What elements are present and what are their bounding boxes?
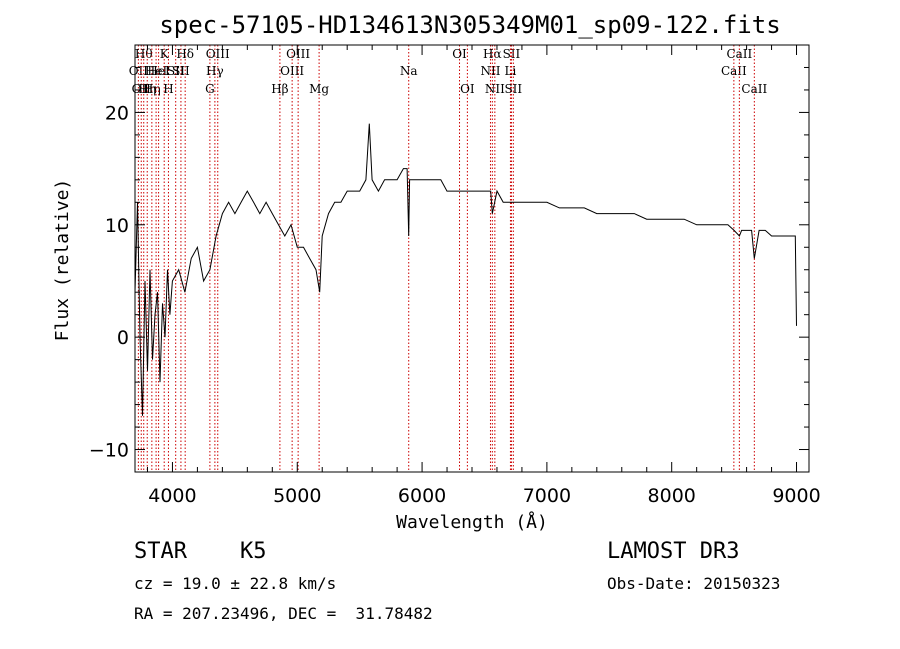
line-marker-label: SII (504, 82, 522, 96)
line-marker-label: Hβ (271, 82, 288, 96)
x-tick-label: 7000 (523, 485, 571, 507)
observation-date: Obs-Date: 20150323 (607, 574, 781, 593)
line-marker-label: CaII (721, 64, 747, 78)
line-marker-label: SII (172, 64, 190, 78)
spectrum-line (134, 123, 797, 416)
line-marker-label: Li (505, 64, 517, 78)
line-marker-label: CaII (726, 47, 752, 61)
line-marker-label: OII (132, 82, 152, 96)
x-tick-label: 9000 (772, 485, 820, 507)
line-marker-label: Mg (309, 82, 329, 96)
object-subclass: K5 (240, 539, 267, 564)
line-marker-label: SII (503, 47, 521, 61)
x-axis: 4000 5000 6000 7000 8000 9000 (146, 45, 821, 507)
x-tick-label: 8000 (648, 485, 696, 507)
line-marker-label: OIII (206, 47, 230, 61)
line-marker-label: SII (167, 64, 185, 78)
line-marker-label: HeI (145, 64, 168, 78)
line-marker-label: OI (452, 47, 467, 61)
x-tick-label: 6000 (398, 485, 446, 507)
x-axis-label: Wavelength (Å) (396, 511, 548, 533)
plot-frame (134, 44, 810, 473)
y-tick-label: 0 (117, 327, 129, 349)
line-marker-label: OIII (280, 64, 304, 78)
line-marker-label: NII (480, 64, 500, 78)
y-tick-label: −10 (89, 440, 129, 462)
line-marker-label: Hη (143, 82, 161, 96)
x-tick-label: 5000 (273, 485, 321, 507)
survey-name: LAMOST DR3 (607, 539, 740, 564)
coordinates: RA = 207.23496, DEC = 31.78482 (134, 604, 433, 623)
x-tick-label: 4000 (148, 485, 196, 507)
y-axis-label: Flux (relative) (52, 179, 73, 342)
line-marker-label: OI (460, 82, 475, 96)
chart-title: spec-57105-HD134613N305349M01_sp09-122.f… (159, 11, 780, 39)
line-marker-label: K (160, 47, 170, 61)
redshift-velocity: cz = 19.0 ± 22.8 km/s (134, 574, 337, 593)
line-marker-label: H (163, 82, 173, 96)
y-tick-label: 10 (105, 215, 129, 237)
line-marker-label: Hδ (176, 47, 194, 61)
line-markers: OIIOIIHθHηHηHeIHeIKHSIISIIHδGHγOIIIHβOII… (129, 45, 767, 472)
y-axis: −10 0 10 20 (89, 44, 809, 473)
line-marker-label: Na (400, 64, 418, 78)
line-marker-label: NII (485, 82, 505, 96)
line-marker-label: OIII (286, 47, 310, 61)
line-marker-label: Hα (483, 47, 502, 61)
line-marker-label: CaII (741, 82, 767, 96)
line-marker-label: Hθ (135, 47, 153, 61)
line-marker-label: Hη (138, 82, 156, 96)
y-tick-label: 20 (105, 102, 129, 124)
line-marker-label: Hγ (206, 64, 224, 78)
line-marker-label: G (205, 82, 215, 96)
object-class: STAR (134, 539, 187, 564)
